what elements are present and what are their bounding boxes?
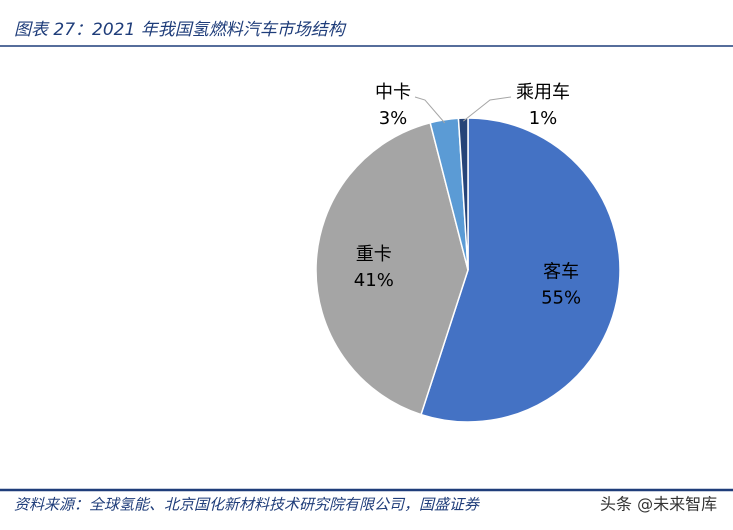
slice-value-label: 1% [529,108,558,129]
leader-line [414,96,446,124]
chart-title: 图表 27：2021 年我国氢燃料汽车市场结构 [14,20,347,40]
watermark: 头条 @未来智库 [600,495,717,514]
slice-value-label: 41% [354,270,394,291]
slice-label: 中卡 [375,82,411,103]
slice-label: 客车 [543,262,579,283]
slice-label: 乘用车 [516,82,570,103]
source-note: 资料来源：全球氢能、北京国化新材料技术研究院有限公司，国盛证券 [14,496,480,514]
slice-value-label: 3% [379,108,408,129]
leader-line [463,96,512,122]
slice-label: 重卡 [356,244,392,265]
pie: 客车 55% 重卡 41% 中卡 3% 乘用车 1% [315,82,621,423]
pie-slice [315,121,469,416]
slice-value-label: 55% [541,288,581,309]
pie-slice [420,117,621,423]
